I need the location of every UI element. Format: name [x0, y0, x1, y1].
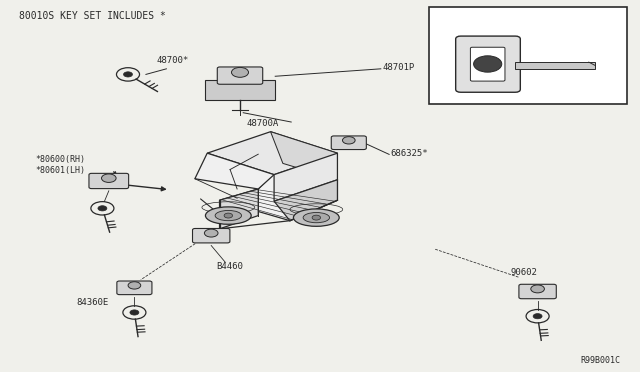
- Circle shape: [128, 282, 141, 289]
- Circle shape: [474, 56, 502, 72]
- Ellipse shape: [293, 209, 339, 226]
- Text: 80600N: 80600N: [442, 19, 474, 28]
- Circle shape: [98, 206, 107, 211]
- Circle shape: [130, 310, 139, 315]
- Text: R99B001C: R99B001C: [581, 356, 621, 365]
- Circle shape: [342, 137, 355, 144]
- FancyBboxPatch shape: [89, 173, 129, 189]
- Text: 90602: 90602: [510, 268, 537, 277]
- FancyBboxPatch shape: [332, 136, 366, 150]
- Polygon shape: [274, 180, 337, 221]
- Ellipse shape: [205, 207, 251, 224]
- Circle shape: [124, 72, 132, 77]
- Circle shape: [102, 174, 116, 182]
- Text: 80010S KEY SET INCLUDES *: 80010S KEY SET INCLUDES *: [19, 11, 166, 21]
- Ellipse shape: [303, 212, 330, 223]
- Polygon shape: [207, 132, 337, 175]
- Text: B4460: B4460: [216, 262, 243, 271]
- Circle shape: [224, 213, 232, 218]
- Polygon shape: [274, 153, 337, 201]
- Polygon shape: [195, 153, 274, 189]
- Circle shape: [533, 314, 542, 319]
- Text: 80600P(VALET): 80600P(VALET): [442, 33, 511, 42]
- Circle shape: [204, 229, 218, 237]
- FancyBboxPatch shape: [456, 36, 520, 92]
- FancyBboxPatch shape: [470, 47, 505, 81]
- Ellipse shape: [215, 211, 241, 221]
- Text: *80600(RH): *80600(RH): [35, 155, 85, 164]
- Circle shape: [312, 215, 321, 220]
- FancyBboxPatch shape: [515, 62, 595, 69]
- Text: 84360E: 84360E: [77, 298, 109, 307]
- Polygon shape: [271, 132, 337, 180]
- FancyBboxPatch shape: [217, 67, 262, 84]
- Text: 48701P: 48701P: [382, 63, 414, 72]
- Text: 686325*: 686325*: [390, 149, 428, 158]
- FancyBboxPatch shape: [117, 281, 152, 295]
- Polygon shape: [220, 189, 259, 229]
- FancyBboxPatch shape: [519, 284, 556, 299]
- FancyBboxPatch shape: [429, 7, 627, 104]
- Text: 48700*: 48700*: [157, 56, 189, 65]
- Text: 48700A: 48700A: [246, 119, 278, 128]
- Circle shape: [531, 285, 545, 293]
- Circle shape: [232, 67, 248, 77]
- FancyBboxPatch shape: [205, 80, 275, 100]
- Text: *80601(LH): *80601(LH): [35, 166, 85, 175]
- Polygon shape: [220, 163, 337, 221]
- FancyBboxPatch shape: [193, 228, 230, 243]
